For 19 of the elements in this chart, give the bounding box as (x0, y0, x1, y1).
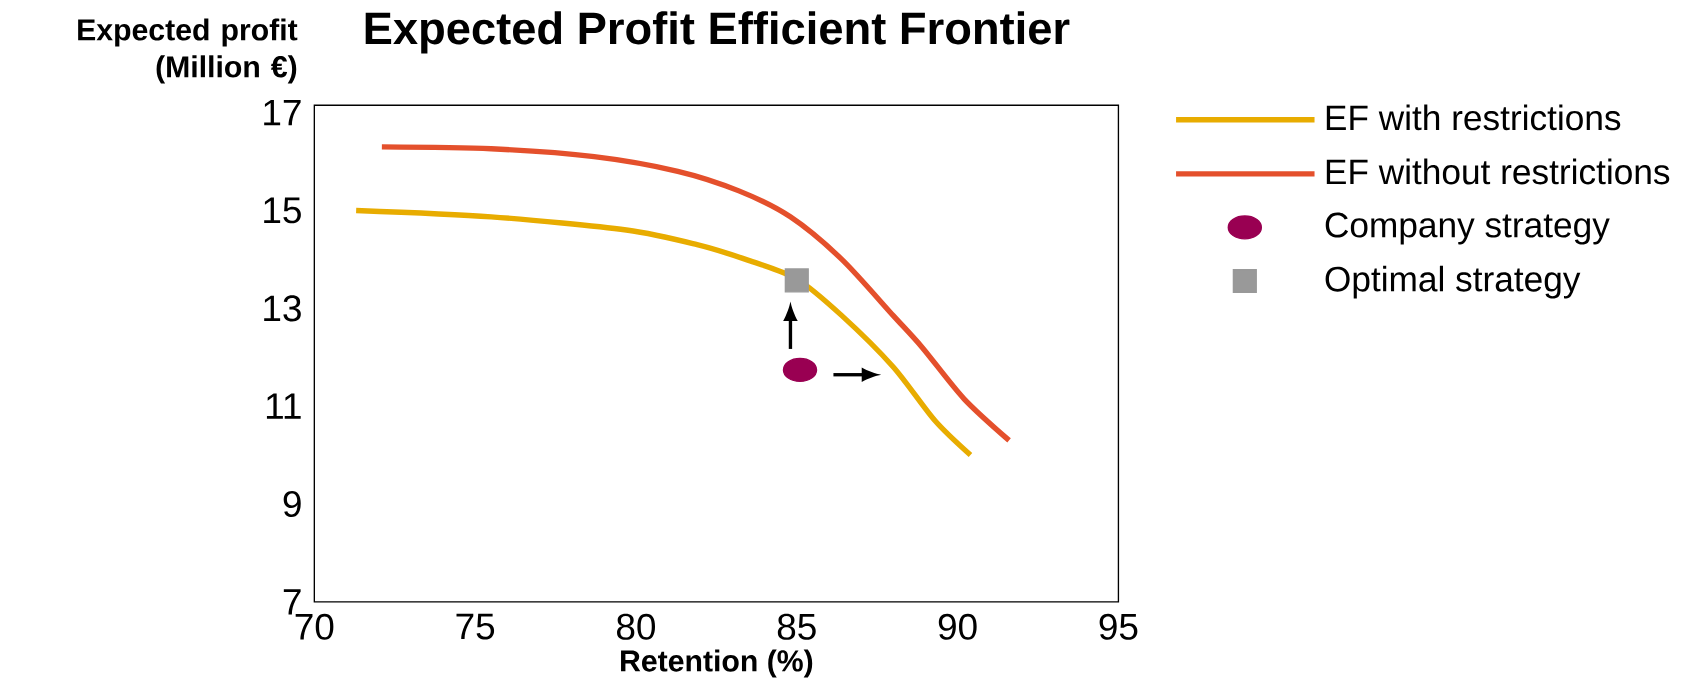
legend-label: Company strategy (1325, 212, 1610, 245)
y-tick-label: 15 (264, 197, 301, 224)
y-tick-label: 13 (264, 295, 301, 322)
chart-title: Expected Profit Efficient Frontier (365, 11, 1070, 54)
y-tick-label: 17 (264, 100, 301, 126)
x-tick-label: 95 (1099, 613, 1138, 640)
y-tick-label: 11 (266, 393, 301, 419)
legend-label: EF without restrictions (1326, 158, 1670, 185)
y-tick-label: 7 (283, 589, 301, 615)
x-tick-label: 90 (938, 613, 977, 640)
legend-label: EF with restrictions (1326, 104, 1621, 131)
x-axis-title: Retention (%) (621, 649, 813, 678)
legend-label: Optimal strategy (1325, 265, 1581, 299)
y-tick-label: 9 (283, 491, 301, 518)
x-tick-label: 80 (617, 613, 656, 640)
x-tick-label: 75 (456, 613, 495, 640)
x-tick-label: 85 (777, 613, 816, 640)
x-tick-label: 70 (295, 613, 334, 640)
y-axis-title: Expected profit (Million €) (78, 18, 298, 84)
